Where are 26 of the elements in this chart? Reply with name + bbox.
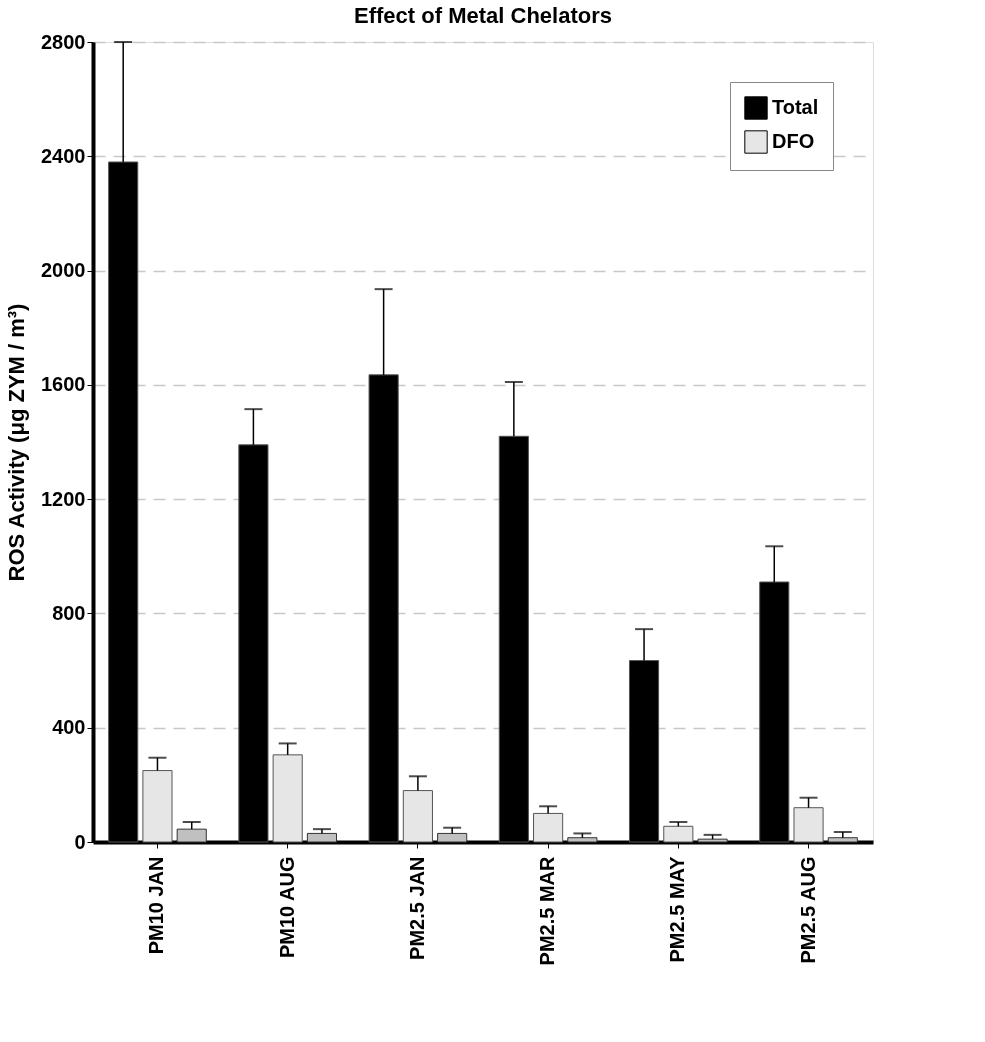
y-tick-label: 2400 — [41, 144, 86, 167]
y-tick-label: 1200 — [41, 487, 86, 510]
bar — [176, 828, 207, 843]
chart-title: Effect of Metal Chelators — [354, 3, 612, 28]
bar — [402, 790, 433, 843]
x-tick-label: PM2.5 MAY — [666, 855, 689, 963]
y-tick-label: 2000 — [41, 259, 86, 282]
x-tick-label: PM2.5 JAN — [405, 856, 428, 960]
y-tick-label: 1600 — [41, 373, 86, 396]
y-tick-label: 800 — [52, 601, 86, 624]
bar — [827, 837, 858, 843]
x-tick-label: PM10 JAN — [145, 856, 168, 955]
y-tick-label: 2800 — [41, 30, 86, 53]
bar — [793, 807, 824, 843]
y-axis-title: ROS Activity (μg ZYM / m³) — [4, 303, 30, 582]
x-tick-label: PM2.5 MAR — [536, 855, 559, 966]
y-tick-label: 0 — [74, 830, 86, 853]
bar — [533, 812, 564, 843]
x-tick-label: PM2.5 AUG — [796, 856, 819, 964]
y-tick-label: 400 — [52, 716, 86, 739]
legend-label: Total — [772, 96, 819, 118]
legend-label: DFO — [772, 130, 815, 152]
bar — [437, 832, 468, 843]
bar — [142, 770, 173, 843]
bar — [272, 754, 303, 843]
x-tick-label: PM10 AUG — [275, 856, 298, 959]
